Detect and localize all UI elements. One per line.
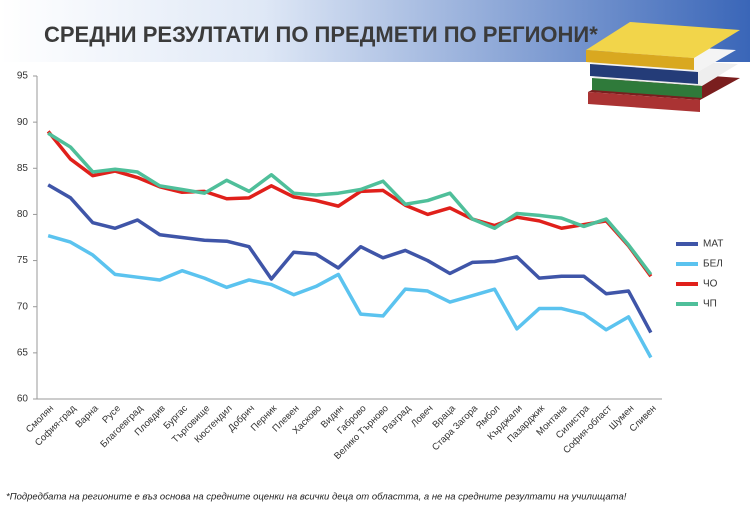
y-tick-label: 60 — [17, 394, 29, 405]
series-line — [47, 131, 653, 276]
y-tick-label: 70 — [17, 301, 29, 312]
y-tick-label: 95 — [17, 71, 29, 82]
legend-label: МАТ — [703, 239, 723, 250]
chart-title: СРЕДНИ РЕЗУЛТАТИ ПО ПРЕДМЕТИ ПО РЕГИОНИ* — [44, 22, 598, 47]
x-tick-label: Ловеч — [409, 403, 435, 429]
books-icon — [586, 22, 740, 112]
y-tick-label: 80 — [17, 209, 29, 220]
legend-label: БЕЛ — [703, 259, 723, 270]
x-tick-label: Варна — [74, 403, 102, 431]
series-line — [47, 233, 653, 359]
legend-label: ЧО — [703, 279, 718, 290]
series-line — [47, 183, 653, 334]
y-tick-label: 65 — [17, 347, 29, 358]
footnote: *Подредбата на регионите е въз основа на… — [6, 492, 627, 503]
y-tick-label: 90 — [17, 117, 29, 128]
series-line — [46, 130, 653, 278]
y-tick-label: 75 — [17, 255, 29, 266]
y-tick-label: 85 — [17, 163, 29, 174]
legend-label: ЧП — [703, 299, 717, 310]
